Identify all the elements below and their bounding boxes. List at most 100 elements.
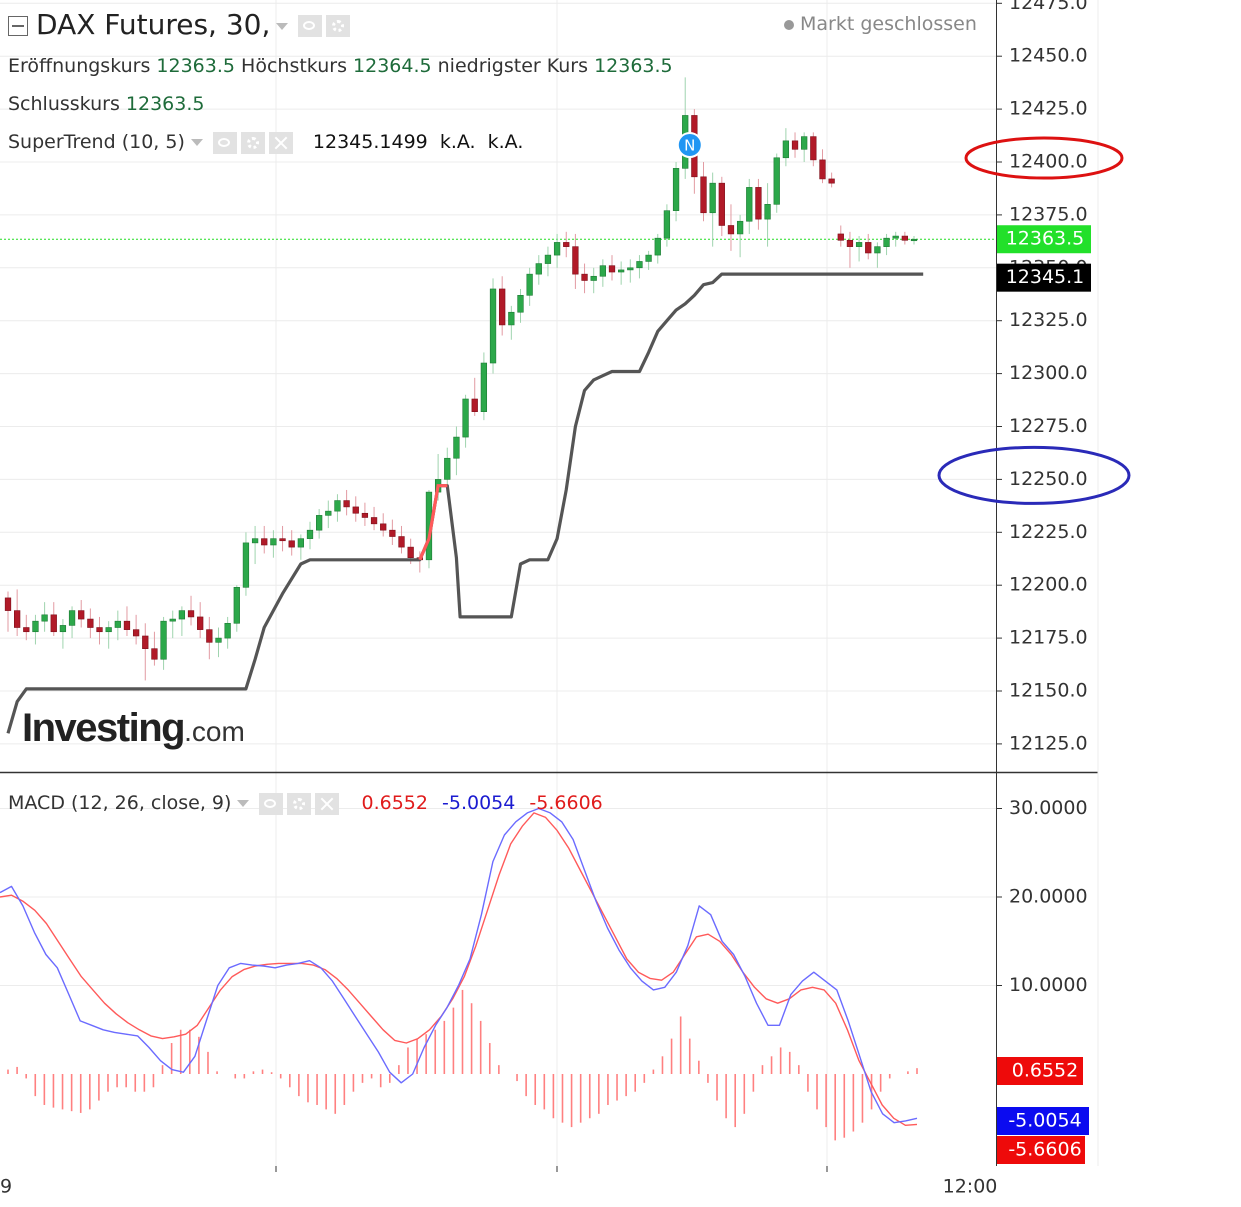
macd-y-tick-label: 10.0000 — [1009, 974, 1088, 996]
candle-body — [123, 620, 131, 630]
candle-body — [251, 538, 259, 544]
candle-body — [288, 540, 295, 548]
close-icon[interactable] — [268, 131, 293, 154]
candle-body — [700, 176, 707, 214]
candle-body — [901, 235, 908, 241]
candle-body — [197, 616, 204, 630]
macd-histogram — [7, 989, 918, 1141]
candle-body — [471, 398, 478, 412]
candle-body — [114, 620, 121, 628]
eye-icon[interactable] — [298, 15, 323, 37]
candle-body — [553, 242, 561, 256]
candle-body — [910, 238, 918, 242]
y-tick-label: 12300.0 — [1009, 362, 1088, 384]
candle-body — [773, 157, 780, 205]
status-dot-icon — [784, 19, 794, 30]
supertrend-price-tag: 12345.1 — [1006, 266, 1085, 288]
macd-hist-tag-bg — [997, 1057, 1083, 1085]
candle-body — [59, 625, 67, 633]
supertrend-flip-segment — [418, 484, 448, 561]
open-value: 12363.5 — [156, 55, 235, 77]
macd-signal-value: -5.6606 — [529, 792, 603, 814]
candle-body — [883, 237, 890, 247]
candle-body — [178, 610, 186, 620]
close-value: 12363.5 — [125, 93, 205, 115]
candle-body — [14, 610, 21, 628]
candle-body — [627, 267, 634, 271]
y-tick-label: 12250.0 — [1009, 468, 1088, 490]
candle-body — [23, 627, 30, 633]
candle-body — [892, 235, 899, 239]
candle-body — [142, 635, 149, 649]
candle-body — [508, 311, 515, 326]
candle-body — [389, 529, 396, 537]
supertrend-na-2: k.A. — [487, 131, 524, 153]
close-icon[interactable] — [315, 792, 340, 815]
y-tick-label: 12325.0 — [1009, 309, 1088, 331]
macd-y-tick-label: 30.0000 — [1009, 797, 1088, 819]
gear-icon[interactable] — [240, 131, 265, 154]
candle-body — [407, 546, 414, 558]
eye-icon[interactable] — [259, 792, 284, 815]
candle-body — [4, 597, 12, 611]
y-tick-label: 12450.0 — [1009, 45, 1088, 67]
chevron-down-icon[interactable] — [237, 800, 250, 807]
y-tick-label: 12425.0 — [1009, 98, 1088, 120]
eye-icon[interactable] — [212, 131, 237, 154]
last-price-tag: 12363.5 — [1006, 228, 1085, 250]
candle-body — [672, 168, 680, 211]
candle-body — [151, 648, 158, 660]
candle-body — [791, 140, 799, 150]
candle-body — [380, 523, 387, 531]
supertrend-price-tag-bg — [997, 263, 1091, 292]
chevron-down-icon[interactable] — [190, 139, 203, 146]
candle-body — [32, 620, 39, 633]
y-tick-label: 12375.0 — [1009, 203, 1088, 225]
gear-icon[interactable] — [326, 15, 351, 37]
annotation-ellipse-red — [964, 136, 1124, 180]
candle-body — [480, 362, 488, 412]
candle-body — [462, 398, 469, 438]
candle-body — [663, 210, 671, 239]
gear-icon[interactable] — [287, 792, 312, 815]
collapse-icon[interactable] — [8, 16, 28, 36]
candle-body — [279, 538, 286, 542]
y-tick-label: 12175.0 — [1009, 627, 1088, 649]
candle-body — [581, 273, 588, 281]
y-tick-label: 12125.0 — [1009, 732, 1088, 754]
chevron-down-icon[interactable] — [276, 22, 289, 30]
candle-body — [837, 233, 844, 241]
candle-body — [352, 506, 359, 514]
candle-body — [224, 622, 231, 639]
y-tick-label: 12400.0 — [1009, 151, 1088, 173]
supertrend-legend: SuperTrend (10, 5) 12345.1499 k.A. k.A. — [8, 131, 523, 154]
high-value: 12364.5 — [353, 55, 432, 77]
candle-body — [325, 510, 332, 516]
y-tick-label: 12150.0 — [1009, 680, 1088, 702]
supertrend-name[interactable]: SuperTrend (10, 5) — [8, 131, 185, 153]
candle-body — [819, 159, 826, 180]
macd-signal-tag: -5.6606 — [1008, 1139, 1081, 1161]
y-tick-label: 12275.0 — [1009, 415, 1088, 437]
ohlc-legend: Eröffnungskurs 12363.5 Höchstkurs 12364.… — [8, 55, 673, 77]
candle-body — [242, 542, 250, 588]
x-tick-label: 12:00 — [943, 1176, 998, 1198]
candle-body — [398, 536, 405, 548]
chart-header: DAX Futures, 30, — [8, 8, 354, 41]
candle-body — [105, 627, 112, 633]
candle-body — [499, 288, 506, 326]
candle-body — [828, 178, 835, 184]
candle-body — [160, 620, 167, 660]
candle-body — [261, 538, 268, 546]
macd-name[interactable]: MACD (12, 26, close, 9) — [8, 792, 232, 814]
logo-main: Investing — [22, 706, 186, 750]
candle-body — [453, 436, 460, 459]
chart-title: DAX Futures, 30, — [36, 8, 271, 41]
candle-body — [718, 182, 725, 226]
macd-legend: MACD (12, 26, close, 9) 0.6552 -5.0054 -… — [8, 792, 603, 815]
candle-body — [361, 512, 369, 518]
candle-body — [334, 500, 341, 512]
candle-body — [736, 220, 744, 235]
